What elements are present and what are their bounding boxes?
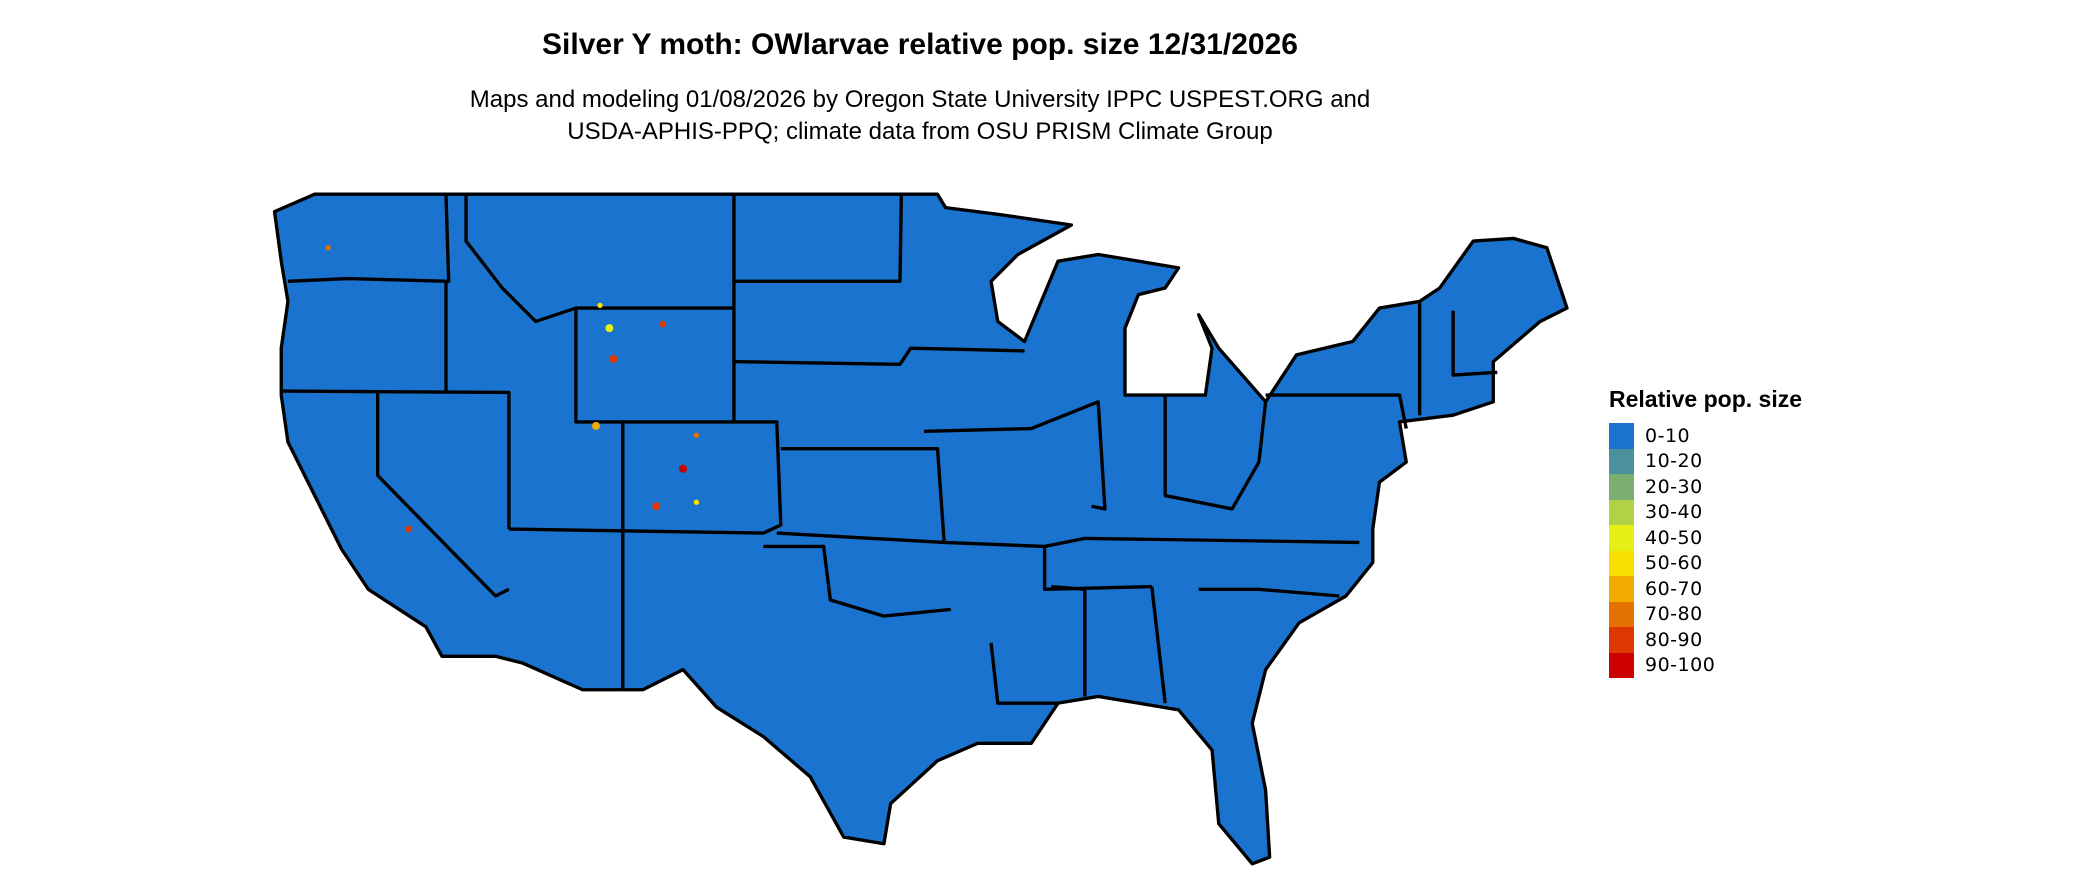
state-border: [464, 194, 625, 690]
hotspot: [405, 525, 412, 533]
state-border: [376, 392, 510, 598]
state-borders: [281, 194, 1498, 705]
subtitle-line-1: Maps and modeling 01/08/2026 by Oregon S…: [469, 86, 1371, 113]
state-border: [924, 400, 1107, 511]
state-border: [944, 536, 1360, 549]
state-border: [287, 194, 451, 283]
legend-swatch: [1609, 448, 1634, 474]
legend-label: 30-40: [1645, 501, 1703, 524]
hotspot: [679, 464, 688, 473]
subtitle-line-2: USDA-APHIS-PPQ; climate data from OSU PR…: [567, 118, 1273, 145]
state-border: [733, 346, 1025, 366]
legend-label: 60-70: [1645, 577, 1703, 600]
map-title: Silver Y moth: OWlarvae relative pop. si…: [542, 28, 1298, 61]
us-outline: [272, 192, 1569, 866]
state-border: [733, 194, 904, 283]
state-border: [508, 420, 783, 535]
legend-item: 20-30: [1609, 474, 1802, 500]
legend-item: 30-40: [1609, 499, 1802, 525]
legend-swatch: [1609, 550, 1634, 576]
hotspot: [325, 245, 331, 251]
legend-label: 20-30: [1645, 475, 1703, 498]
legend-swatch: [1609, 525, 1634, 551]
state-border: [989, 642, 1059, 705]
legend-swatch: [1609, 652, 1634, 678]
legend-label: 90-100: [1645, 654, 1716, 677]
state-border: [1163, 395, 1268, 511]
legend-swatch: [1609, 627, 1634, 653]
legend-item: 40-50: [1609, 525, 1802, 551]
legend-label: 50-60: [1645, 552, 1703, 575]
hotspot: [597, 302, 603, 309]
hotspot: [652, 502, 661, 511]
map-subtitle: Maps and modeling 01/08/2026 by Oregon S…: [0, 84, 1840, 148]
state-border: [776, 447, 946, 545]
legend-swatch: [1609, 576, 1634, 602]
legend: Relative pop. size 0-10 10-20 20-30 30-40 40…: [1609, 386, 1802, 678]
legend-item: 0-10: [1609, 423, 1802, 449]
hotspot: [659, 320, 667, 328]
state-border: [1451, 310, 1498, 377]
hotspot: [605, 324, 614, 333]
state-border: [1265, 393, 1408, 429]
state-border: [763, 544, 952, 618]
state-border: [1150, 586, 1167, 704]
legend-label: 10-20: [1645, 450, 1703, 473]
hotspot: [609, 354, 618, 363]
state-border: [1198, 587, 1340, 598]
legend-item: 50-60: [1609, 550, 1802, 576]
state-border: [281, 389, 511, 530]
hotspot: [591, 421, 600, 430]
legend-label: 40-50: [1645, 526, 1703, 549]
legend-label: 80-90: [1645, 628, 1703, 651]
legend-swatch: [1609, 499, 1634, 525]
legend-item: 60-70: [1609, 576, 1802, 602]
hotspots: [325, 245, 700, 533]
hotspot: [693, 499, 700, 505]
legend-item: 80-90: [1609, 627, 1802, 653]
legend-label: 0-10: [1645, 424, 1691, 447]
legend-swatch: [1609, 423, 1634, 449]
legend-item: 70-80: [1609, 601, 1802, 627]
state-border: [1042, 546, 1152, 591]
legend-item: 90-100: [1609, 652, 1802, 678]
legend-item: 10-20: [1609, 448, 1802, 474]
legend-swatch: [1609, 474, 1634, 500]
legend-label: 70-80: [1645, 603, 1703, 626]
legend-swatch: [1609, 601, 1634, 627]
hotspot: [693, 432, 700, 438]
legend-title: Relative pop. size: [1609, 386, 1803, 412]
